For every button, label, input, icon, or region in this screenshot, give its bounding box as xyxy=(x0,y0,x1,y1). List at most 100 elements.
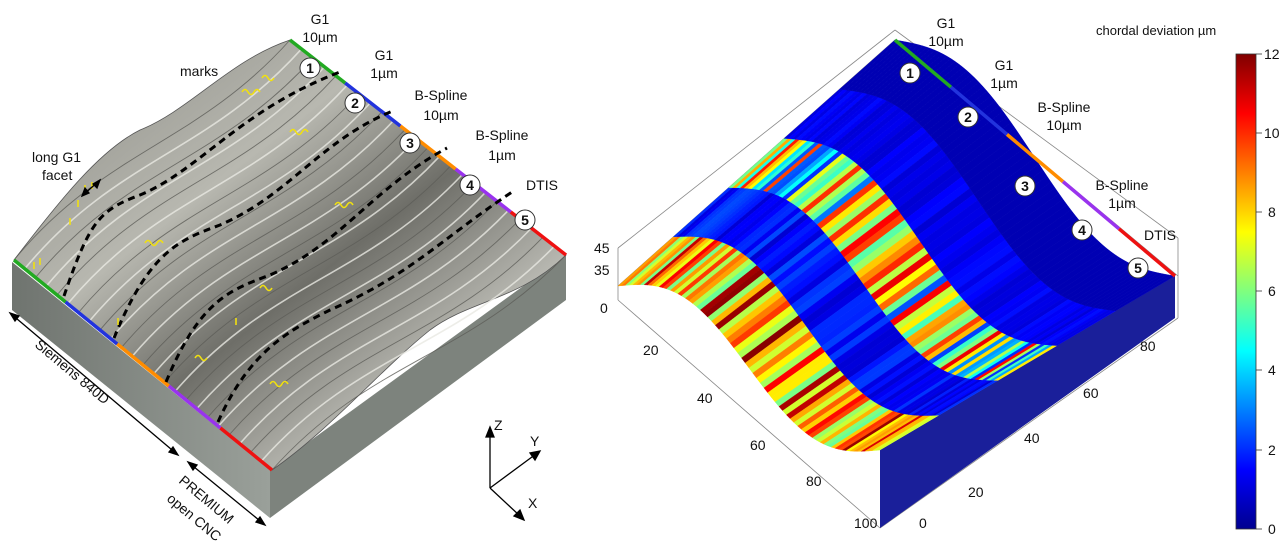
front-edge-segment xyxy=(64,300,119,346)
axis-x-label: X xyxy=(528,495,538,511)
colorbar-title: chordal deviation µm xyxy=(1096,23,1216,38)
colorbar-ticks xyxy=(1256,53,1262,530)
right-panel: 1 2 3 4 5 G1 10µm G1 1µm B-Spline 10µm B… xyxy=(594,15,1179,531)
colorbar-tick: 0 xyxy=(1268,521,1276,537)
label-5-line1: DTIS xyxy=(526,177,558,193)
tool-pass-line xyxy=(196,191,487,410)
x-tick: 40 xyxy=(697,390,713,406)
tool-pass-line xyxy=(88,102,372,322)
marks-yellow xyxy=(33,74,354,388)
right-top-edge-segment xyxy=(1117,227,1177,278)
colorbar-tick: 2 xyxy=(1268,442,1276,458)
badge-r-2: 2 xyxy=(964,109,972,125)
axis-triad xyxy=(485,425,542,522)
machined-surface xyxy=(13,39,567,471)
x-tick: 80 xyxy=(806,473,822,489)
label-r-2-line2: 1µm xyxy=(990,75,1018,91)
tool-pass-line xyxy=(164,165,452,383)
z-tick: 45 xyxy=(594,240,610,256)
tool-pass-line xyxy=(13,39,291,261)
z-tick: 35 xyxy=(594,262,610,278)
label-r-3-line2: 10µm xyxy=(1046,117,1081,133)
y-tick: 40 xyxy=(1024,430,1040,446)
front-edge-segments xyxy=(12,258,274,472)
boundary-2-3 xyxy=(112,108,396,339)
tool-pass-line xyxy=(228,218,521,436)
boundary-1-2 xyxy=(62,70,341,297)
colorbar-tick: 12 xyxy=(1264,46,1280,62)
z-tick: 0 xyxy=(600,300,608,316)
tool-pass-line xyxy=(121,129,406,348)
tool-pass-line xyxy=(131,137,418,357)
label-r-1-line2: 10µm xyxy=(928,33,963,49)
label-2-line1: G1 xyxy=(375,47,394,63)
tool-pass-line xyxy=(217,209,510,427)
deviation-surface xyxy=(617,38,1177,452)
strategy-boundaries xyxy=(62,70,513,423)
label-r-5-line1: DTIS xyxy=(1144,227,1176,243)
label-3-line1: B-Spline xyxy=(415,87,468,103)
right-top-edge-segment xyxy=(893,38,953,89)
top-edge-segment xyxy=(344,81,402,128)
label-4-line1: B-Spline xyxy=(476,127,529,143)
label-1-line2: 10µm xyxy=(302,29,337,45)
label-r-1-line1: G1 xyxy=(937,15,956,31)
tool-pass-line xyxy=(35,57,314,278)
z-axis-ticks: 45 35 0 xyxy=(594,240,610,316)
surface-side-face xyxy=(880,276,1175,528)
badge-r-4: 4 xyxy=(1078,222,1086,238)
label-r-3-line1: B-Spline xyxy=(1038,99,1091,115)
label-r-4-line1: B-Spline xyxy=(1096,177,1149,193)
y-tick: 80 xyxy=(1140,338,1156,354)
label-r-4-line2: 1µm xyxy=(1108,195,1136,211)
x-tick: 20 xyxy=(643,342,659,358)
tool-pass-line xyxy=(24,48,303,270)
tool-pass-line xyxy=(260,245,556,462)
x-tick: 100 xyxy=(854,515,878,531)
label-1-line1: G1 xyxy=(311,11,330,27)
axis-y-label: Y xyxy=(530,433,540,449)
left-panel: 1 2 3 4 5 G1 10µm G1 1µm B-Spline 10µm B… xyxy=(8,11,568,543)
right-top-edge-segment xyxy=(1005,133,1065,183)
block-right-face xyxy=(270,255,566,518)
tool-pass-line xyxy=(67,84,349,305)
tool-pass-line xyxy=(56,75,337,296)
right-top-edge-segment xyxy=(1061,180,1121,231)
badge-r-1: 1 xyxy=(906,65,914,81)
strategy-badges-right: 1 2 3 4 5 xyxy=(899,62,1149,279)
badge-r-5: 5 xyxy=(1134,260,1142,276)
label-3-line2: 10µm xyxy=(423,107,458,123)
tool-pass-line xyxy=(250,236,544,453)
badge-2: 2 xyxy=(351,95,359,111)
right-top-edge-segment xyxy=(949,85,1009,136)
tool-pass-line xyxy=(185,183,475,401)
colorbar-tick: 6 xyxy=(1268,283,1276,299)
front-edge-segment xyxy=(12,258,67,304)
colorbar-gradient xyxy=(1235,53,1257,530)
strategy-badges-left: 1 2 3 4 5 xyxy=(299,57,536,231)
badge-1: 1 xyxy=(306,60,314,76)
label-4-line2: 1µm xyxy=(488,147,516,163)
tool-pass-line xyxy=(174,173,464,392)
colorbar: chordal deviation µm 12 10 8 6 4 2 0 xyxy=(1096,23,1280,537)
long-facet-label-line1: long G1 xyxy=(32,149,81,165)
y-tick: 60 xyxy=(1083,385,1099,401)
tool-pass-line xyxy=(207,200,498,418)
x-tick: 60 xyxy=(750,437,766,453)
x-axis-ticks: 20 40 60 80 100 xyxy=(643,342,878,531)
label-r-2-line1: G1 xyxy=(995,57,1014,73)
marks-label: marks xyxy=(180,63,218,79)
y-axis-ticks: 0 20 40 60 80 xyxy=(919,338,1156,531)
colorbar-tick: 4 xyxy=(1268,362,1276,378)
badge-5: 5 xyxy=(521,212,529,228)
boundary-4-5 xyxy=(216,190,513,423)
tool-pass-line xyxy=(142,147,429,366)
badge-4: 4 xyxy=(466,177,474,193)
boundary-3-4 xyxy=(164,146,448,383)
tool-pass-line xyxy=(239,227,533,445)
front-edge-segment xyxy=(116,342,170,388)
colorbar-tick: 8 xyxy=(1268,204,1276,220)
tool-pass-line xyxy=(110,120,395,340)
block-front-face xyxy=(12,262,270,518)
colorbar-tick: 10 xyxy=(1264,125,1280,141)
